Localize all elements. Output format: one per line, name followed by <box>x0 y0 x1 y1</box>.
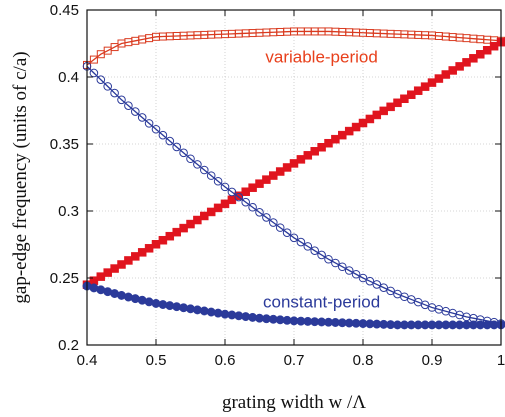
data-point-constant-upper <box>110 88 119 98</box>
data-point-constant-upper <box>317 250 326 260</box>
data-point-constant-upper <box>172 142 181 152</box>
data-point-constant-upper <box>296 237 306 247</box>
annotation-constant-period: constant-period <box>263 292 380 311</box>
data-point-constant-upper <box>206 171 216 180</box>
data-point-constant-upper <box>151 124 161 134</box>
data-point-constant-upper <box>193 160 202 169</box>
data-point-constant-upper <box>227 187 237 197</box>
data-point-constant-upper <box>103 82 112 91</box>
data-point-constant-upper <box>186 154 195 164</box>
data-point-constant-upper <box>282 228 292 238</box>
x-tick-labels: 0.4 0.5 0.6 0.7 0.8 0.9 1 <box>77 352 505 369</box>
data-point-constant-upper <box>200 165 209 175</box>
data-point-constant-upper <box>331 258 340 268</box>
x-tick-label: 0.8 <box>353 352 374 369</box>
data-point-constant-upper <box>351 269 361 279</box>
data-point-constant-upper <box>358 273 368 283</box>
x-tick-label: 0.9 <box>422 352 443 369</box>
data-point-constant-upper <box>379 283 389 292</box>
data-point-constant-upper <box>372 280 382 289</box>
data-point-constant-upper <box>220 182 230 192</box>
series-line-constant-upper <box>86 65 502 325</box>
data-point-constant-upper <box>131 107 140 116</box>
data-point-constant-upper <box>262 213 271 222</box>
data-point-constant-upper <box>241 197 250 207</box>
y-tick-label: 0.4 <box>58 69 79 86</box>
data-point-constant-upper <box>248 202 257 212</box>
data-point-constant-upper <box>96 75 106 84</box>
y-tick-label: 0.45 <box>50 2 79 19</box>
series-line-variable-upper <box>86 30 502 66</box>
y-tick-label: 0.3 <box>58 203 79 220</box>
series-variable-upper <box>83 27 505 69</box>
series-layer <box>82 27 505 330</box>
data-point-constant-upper <box>310 246 320 255</box>
data-point-constant-upper <box>338 262 347 272</box>
y-tick-label: 0.2 <box>58 337 79 354</box>
data-point-constant-upper <box>179 148 188 158</box>
y-tick-labels: 0.2 0.25 0.3 0.35 0.4 0.45 <box>50 2 79 354</box>
data-point-constant-upper <box>386 286 395 296</box>
x-tick-label: 0.5 <box>146 352 167 369</box>
data-point-constant-upper <box>213 176 223 186</box>
annotation-variable-period: variable-period <box>265 47 377 66</box>
grid-lines <box>87 10 501 345</box>
data-point-constant-upper <box>158 130 168 140</box>
data-point-constant-upper <box>269 218 278 227</box>
data-point-constant-upper <box>234 192 244 202</box>
tick-marks <box>86 9 502 346</box>
series-constant-upper <box>82 61 505 328</box>
data-point-constant-upper <box>275 223 285 232</box>
data-point-constant-upper <box>117 95 126 105</box>
data-point-constant-upper <box>303 242 313 251</box>
y-axis-label: gap-edge frequency (units of c/a) <box>10 51 31 303</box>
y-tick-label: 0.25 <box>50 270 79 287</box>
x-tick-label: 1 <box>497 352 505 369</box>
data-point-constant-upper <box>144 119 154 128</box>
x-tick-label: 0.7 <box>284 352 305 369</box>
data-point-variable-upper <box>89 55 98 64</box>
data-point-constant-upper <box>89 68 99 78</box>
series-variable-lower <box>82 37 505 289</box>
x-tick-label: 0.6 <box>215 352 236 369</box>
data-point-constant-upper <box>344 266 354 275</box>
series-constant-lower <box>82 281 505 330</box>
data-point-constant-upper <box>255 208 264 217</box>
data-point-constant-upper <box>165 136 175 146</box>
x-tick-label: 0.4 <box>77 352 98 369</box>
x-axis-label: grating width w /Λ <box>222 392 366 413</box>
data-point-constant-upper <box>365 276 375 286</box>
y-tick-label: 0.35 <box>50 136 79 153</box>
data-point-constant-upper <box>124 101 133 110</box>
data-point-constant-upper <box>289 233 299 243</box>
data-point-constant-upper <box>137 113 147 122</box>
data-point-constant-upper <box>324 254 333 264</box>
